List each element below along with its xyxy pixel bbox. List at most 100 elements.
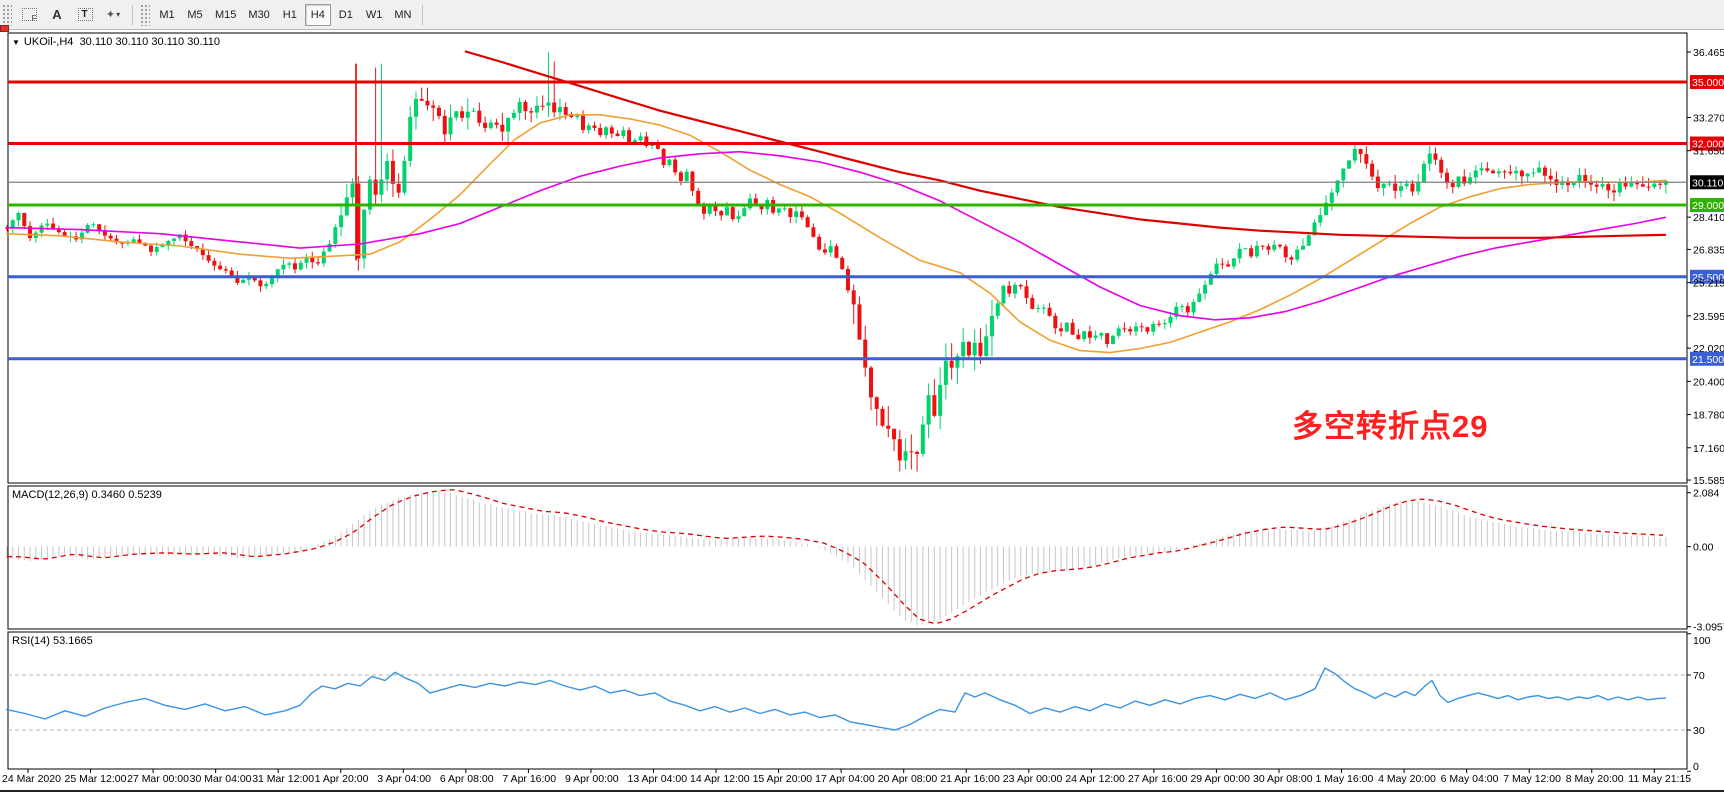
candle	[886, 425, 891, 429]
candle	[218, 265, 223, 270]
candle	[160, 245, 165, 248]
candle	[1168, 316, 1173, 324]
toolbar-drag-handle[interactable]	[2, 3, 12, 26]
candle	[627, 130, 632, 143]
date-label: 3 Apr 04:00	[377, 773, 431, 785]
candle	[483, 122, 488, 128]
candle	[644, 136, 649, 147]
candle	[1226, 264, 1231, 267]
candle	[926, 395, 931, 425]
price-tick-label: 23.595	[1693, 311, 1724, 323]
candle	[794, 211, 799, 217]
candle	[1658, 183, 1663, 185]
candle	[1197, 293, 1202, 302]
timeframe-w1-button[interactable]: W1	[365, 8, 383, 21]
candle	[1249, 248, 1254, 257]
candle	[304, 257, 309, 263]
candle	[97, 224, 102, 232]
text-tool-icon[interactable]: A	[52, 7, 62, 22]
candle	[281, 264, 286, 270]
candle	[62, 232, 67, 237]
candle	[828, 246, 833, 253]
date-label: 8 May 20:00	[1566, 773, 1624, 785]
shapes-tool-icon[interactable]: ✦ ▾	[105, 9, 121, 21]
candle	[1318, 215, 1323, 223]
timeframe-m5-button[interactable]: M5	[187, 8, 203, 21]
candle	[1439, 159, 1444, 173]
timeframe-h4-button[interactable]: H4	[304, 3, 331, 26]
candle	[759, 204, 764, 210]
candle	[742, 208, 747, 217]
price-badge-label: 25.500	[1692, 272, 1724, 284]
candle	[437, 107, 441, 117]
timeframe-m30-button[interactable]: M30	[248, 8, 270, 21]
textbox-tool-icon[interactable]: T	[72, 4, 98, 26]
chevron-down-icon[interactable]: ▼	[12, 38, 20, 47]
timeframe-d1-button[interactable]: D1	[338, 8, 353, 21]
candle	[863, 339, 868, 368]
price-scale[interactable]	[1688, 33, 1724, 769]
candle	[851, 290, 856, 305]
candle	[1589, 182, 1593, 185]
candle	[586, 125, 591, 131]
candle	[229, 270, 234, 276]
candle	[22, 212, 27, 227]
candle	[143, 244, 148, 246]
candle	[1312, 222, 1317, 236]
candle	[1623, 183, 1628, 187]
candle	[736, 216, 741, 220]
candle	[961, 341, 966, 357]
candle	[1565, 181, 1570, 186]
price-annotation-text[interactable]: 多空转折点29	[1292, 409, 1489, 444]
date-scale[interactable]	[0, 770, 1690, 792]
candle	[989, 315, 994, 337]
chart-canvas[interactable]: 35.000 32.000 30.110 29.000 25.500 21.500 36.4…	[0, 30, 1724, 793]
timeframe-h1-button[interactable]: H1	[282, 8, 297, 21]
candle	[811, 227, 816, 237]
timeframe-m15-button[interactable]: M15	[215, 8, 237, 21]
candle	[1508, 171, 1513, 174]
candle	[897, 439, 902, 461]
candle	[1272, 244, 1277, 250]
candle	[880, 408, 885, 426]
candle	[252, 277, 257, 281]
candle	[1635, 182, 1640, 185]
price-badge-29.000	[1690, 198, 1724, 213]
candle	[1519, 170, 1524, 177]
date-label: 6 Apr 08:00	[440, 773, 494, 785]
candles-group	[5, 51, 1668, 472]
candle	[1277, 244, 1282, 247]
candle	[1433, 153, 1438, 160]
candle	[362, 209, 367, 259]
candle	[684, 171, 689, 181]
price-badge-30.110	[1690, 175, 1724, 190]
price-tick-label: 31.650	[1693, 146, 1724, 158]
candle	[1663, 180, 1668, 185]
candle	[552, 102, 557, 113]
price-badge-label: 32.000	[1692, 139, 1724, 151]
candle	[1024, 286, 1029, 298]
candle	[293, 263, 297, 270]
candle	[402, 160, 407, 193]
timeframe-toolbar-drag-handle[interactable]	[140, 3, 150, 26]
candle	[1289, 257, 1294, 260]
candle	[1191, 301, 1196, 313]
candle	[1139, 326, 1144, 328]
candle	[569, 114, 574, 117]
candle	[1105, 333, 1110, 344]
timeframe-m1-button[interactable]: M1	[159, 8, 175, 21]
candle	[1531, 172, 1536, 174]
candle	[874, 397, 879, 409]
candle	[333, 227, 338, 244]
candle	[615, 133, 620, 137]
candle	[10, 220, 15, 229]
candle	[1203, 284, 1208, 294]
candle	[949, 360, 954, 368]
candle	[701, 203, 706, 214]
candle	[195, 246, 200, 249]
timeframe-mn-button[interactable]: MN	[394, 8, 412, 21]
dotted-grid-icon[interactable]: F	[16, 4, 42, 26]
candle	[183, 234, 188, 242]
candle	[1151, 323, 1156, 332]
candle	[1462, 176, 1467, 184]
